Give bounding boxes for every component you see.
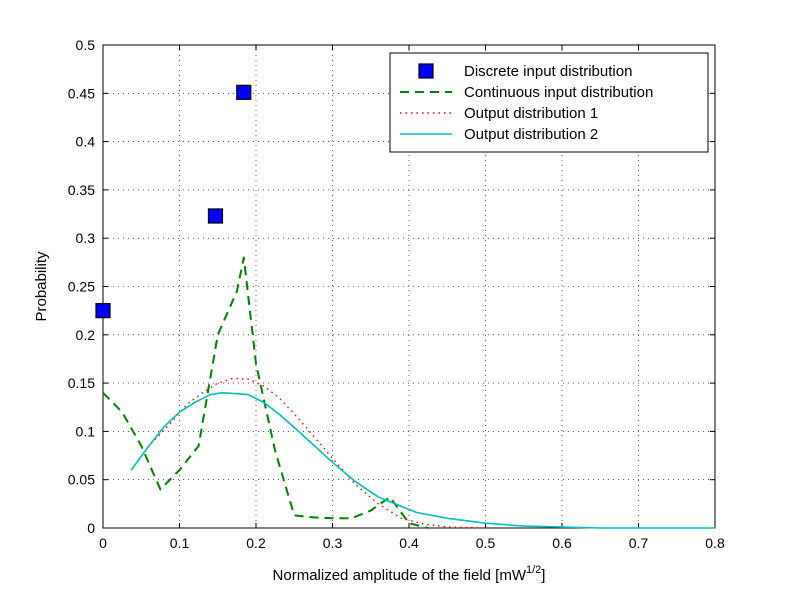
y-tick-label: 0.15 (68, 375, 95, 391)
legend: Discrete input distribution Continuous in… (389, 52, 709, 153)
y-tick-label: 0.2 (76, 327, 96, 343)
y-axis-label: Probability (33, 251, 50, 322)
legend-marker (418, 63, 434, 79)
x-tick-label: 0.3 (323, 535, 343, 551)
legend-box (389, 52, 709, 153)
y-tick-label: 0.35 (68, 182, 95, 198)
series-1-marker (95, 303, 111, 319)
series-layer (95, 84, 715, 529)
series-4-line (130, 391, 715, 529)
legend-entry-label: Continuous input distribution (464, 84, 653, 101)
x-tick-label: 0.8 (705, 535, 725, 551)
x-tick-label: 0.1 (170, 535, 190, 551)
y-tick-label: 0.45 (68, 85, 95, 101)
x-tick-label: 0.7 (629, 535, 649, 551)
y-tick-label: 0 (87, 520, 95, 536)
y-tick-label: 0.5 (76, 37, 96, 53)
x-tick-label: 0 (99, 535, 107, 551)
y-tick-label: 0.3 (76, 230, 96, 246)
legend-entry-label: Output distribution 2 (464, 126, 598, 143)
x-tick-label: 0.2 (246, 535, 266, 551)
x-axis-label: Normalized amplitude of the field [mW1/2… (273, 564, 546, 584)
y-tick-label: 0.25 (68, 279, 95, 295)
x-axis-label-suffix: ] (541, 567, 545, 584)
series-3-line (130, 377, 486, 529)
y-tick-label: 0.1 (76, 423, 96, 439)
x-tick-label: 0.5 (476, 535, 496, 551)
legend-entry-label: Output distribution 1 (464, 105, 598, 122)
x-tick-label: 0.6 (552, 535, 572, 551)
series-2-line (102, 256, 429, 529)
x-axis-label-superscript: 1/2 (526, 564, 541, 576)
series-1-marker (236, 84, 252, 100)
legend-entry-label: Discrete input distribution (464, 63, 632, 80)
series-1-marker (207, 208, 224, 224)
y-tick-label: 0.4 (76, 134, 96, 150)
y-tick-label: 0.05 (68, 472, 95, 488)
x-tick-label: 0.4 (399, 535, 419, 551)
axis-ticks: 0 0.1 0.2 0.3 0.4 0.5 0.6 0.7 0.8 0 0.05 0.1 0.15 0.2… (68, 37, 725, 551)
x-axis-label-main: Normalized amplitude of the field [mW (273, 567, 527, 584)
